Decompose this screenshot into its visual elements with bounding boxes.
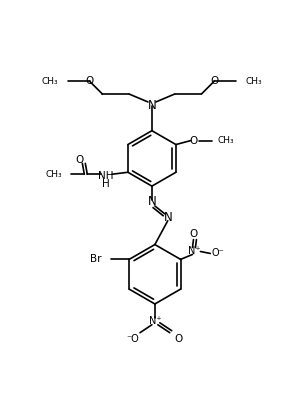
Text: O: O — [210, 76, 218, 86]
Text: N: N — [164, 211, 173, 224]
Text: CH₃: CH₃ — [41, 77, 58, 86]
Text: H: H — [102, 179, 110, 189]
Text: O: O — [174, 334, 183, 343]
Text: O⁻: O⁻ — [212, 248, 225, 258]
Text: CH₃: CH₃ — [46, 170, 62, 179]
Text: N: N — [147, 195, 156, 209]
Text: N: N — [147, 100, 156, 112]
Text: CH₃: CH₃ — [246, 77, 263, 86]
Text: Br: Br — [90, 254, 101, 264]
Text: O: O — [75, 155, 83, 166]
Text: O: O — [85, 76, 94, 86]
Text: NH: NH — [98, 171, 114, 181]
Text: O: O — [190, 136, 198, 146]
Text: O: O — [189, 229, 198, 239]
Text: N⁺: N⁺ — [149, 316, 161, 326]
Text: CH₃: CH₃ — [218, 136, 234, 145]
Text: ⁻O: ⁻O — [127, 334, 139, 343]
Text: N⁺: N⁺ — [188, 246, 201, 256]
